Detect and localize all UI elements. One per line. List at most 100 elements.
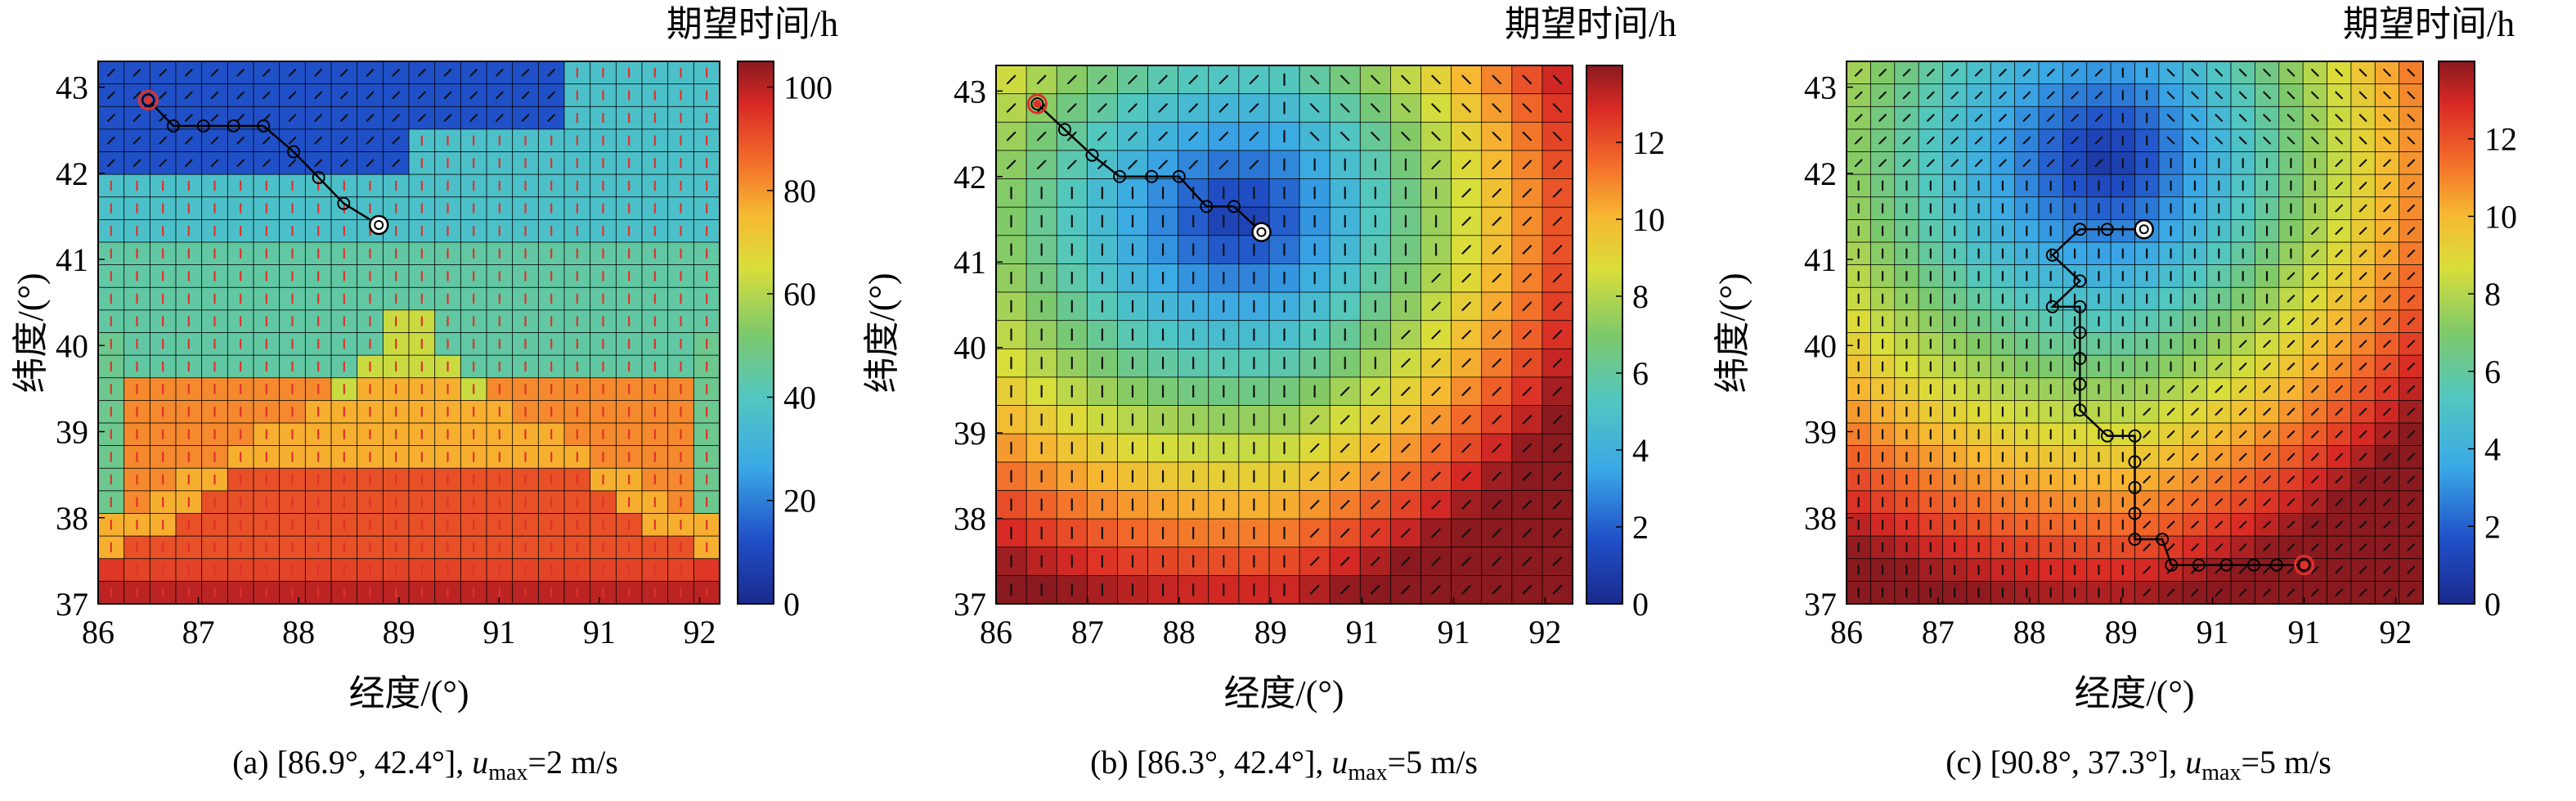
flow-arrow xyxy=(1249,160,1259,169)
route-waypoint xyxy=(2128,506,2142,520)
colorbar-tick-label: 4 xyxy=(2484,431,2501,468)
flow-arrow xyxy=(1340,131,1350,142)
flow-arrow xyxy=(159,136,167,145)
flow-arrow xyxy=(288,136,297,145)
flow-arrow xyxy=(2358,227,2367,235)
colorbar-title-a: 期望时间/h xyxy=(666,4,838,44)
flow-arrow xyxy=(2143,430,2151,439)
flow-arrow xyxy=(1492,103,1501,113)
flow-arrow xyxy=(2215,91,2224,100)
flow-arrow xyxy=(1461,500,1471,510)
flow-arrow xyxy=(2358,385,2367,394)
flow-arrow xyxy=(2238,543,2247,551)
flow-arrow xyxy=(2263,452,2271,461)
flow-arrow xyxy=(1552,216,1563,227)
flow-arrow xyxy=(1999,159,2007,168)
flow-arrow xyxy=(2383,272,2391,281)
flow-arrow xyxy=(2143,475,2151,484)
colorbar-tick-label: 60 xyxy=(783,276,816,313)
flow-arrow xyxy=(2407,204,2416,213)
flow-arrow xyxy=(1158,103,1168,113)
flow-arrow xyxy=(1974,159,1983,168)
heatmap-cell xyxy=(253,196,280,221)
flow-arrow xyxy=(1371,471,1380,481)
caption-c: (c) [90.8°, 37.3°], umax=5 m/s xyxy=(1945,744,2331,785)
flow-arrow xyxy=(2238,565,2247,574)
flow-arrow xyxy=(2215,430,2224,439)
x-tick-label: 92 xyxy=(2379,614,2412,650)
y-tick-label: 38 xyxy=(954,501,986,538)
y-tick-label: 38 xyxy=(1804,500,1837,537)
heatmap-cell xyxy=(2110,264,2136,288)
route-waypoint xyxy=(2073,299,2087,313)
goal-marker-inner xyxy=(1256,227,1267,237)
flow-arrow xyxy=(2166,520,2175,529)
flow-arrow xyxy=(1401,386,1411,397)
flow-arrow xyxy=(2335,385,2343,394)
flow-arrow xyxy=(1492,584,1501,595)
heatmap-cell xyxy=(2110,173,2136,198)
y-tick-label: 41 xyxy=(1804,241,1837,278)
flow-arrow xyxy=(2143,407,2151,416)
route-waypoint xyxy=(1172,169,1186,183)
flow-arrow xyxy=(2191,588,2199,596)
flow-arrow xyxy=(2407,362,2416,371)
flow-arrow xyxy=(2143,497,2151,506)
flow-arrow xyxy=(2311,340,2319,349)
flow-arrow xyxy=(2407,159,2416,168)
route-waypoint xyxy=(1113,169,1127,183)
flow-arrow xyxy=(2311,317,2319,326)
colorbar-tick-label: 6 xyxy=(1632,355,1649,392)
flow-arrow xyxy=(132,114,141,122)
goal-marker xyxy=(1251,222,1272,242)
colorbar-tick-label: 10 xyxy=(1632,201,1665,238)
heatmap-cell xyxy=(512,580,540,605)
flow-arrow xyxy=(1461,216,1471,227)
flow-arrow xyxy=(2191,407,2199,416)
flow-arrow xyxy=(1036,74,1047,85)
flow-arrow xyxy=(1309,500,1320,510)
flow-arrow xyxy=(2383,295,2391,303)
flow-arrow xyxy=(2358,204,2367,213)
flow-arrow xyxy=(2407,250,2416,258)
flow-arrow xyxy=(132,91,141,100)
flow-arrow xyxy=(2046,69,2055,77)
flow-arrow xyxy=(2407,317,2416,326)
flow-arrow xyxy=(1401,330,1411,340)
flow-arrow xyxy=(2358,520,2367,529)
flow-arrow xyxy=(2287,543,2296,551)
goal-marker xyxy=(2134,218,2154,240)
flow-arrow xyxy=(1006,131,1016,142)
colorbar-tick-label: 2 xyxy=(2484,508,2501,545)
flow-arrow xyxy=(288,69,297,77)
flow-arrow xyxy=(1431,301,1441,312)
flow-arrow xyxy=(2166,91,2175,100)
flow-arrow xyxy=(2215,543,2224,551)
arrow-field-b xyxy=(1006,73,1563,596)
axis-ticks-b: 86 87 88 89 91 91 92 37 38 39 40 41 42 43 xyxy=(954,73,1561,650)
flow-arrow xyxy=(1431,103,1441,113)
route-waypoint xyxy=(2128,455,2142,469)
flow-arrow xyxy=(1552,500,1563,510)
flow-arrow xyxy=(1188,160,1198,169)
flow-arrow xyxy=(1431,272,1441,283)
heatmap-cell xyxy=(2014,106,2040,130)
flow-arrow xyxy=(2238,136,2247,145)
flow-arrow xyxy=(1927,136,1935,145)
flow-arrow xyxy=(1340,74,1350,85)
y-tick-label: 42 xyxy=(1804,155,1837,192)
flow-arrow xyxy=(2071,114,2079,122)
flow-arrow xyxy=(2358,114,2367,122)
flow-arrow xyxy=(2263,136,2271,145)
flow-arrow xyxy=(2358,317,2367,326)
flow-arrow xyxy=(1218,103,1229,113)
heatmap-cells-a xyxy=(97,61,720,605)
flow-arrow xyxy=(1340,584,1350,595)
flow-arrow xyxy=(2263,114,2271,122)
heatmap-cell xyxy=(1025,348,1057,378)
flow-arrow xyxy=(1492,160,1501,169)
start-marker-dot xyxy=(1033,100,1042,108)
y-tick-label: 37 xyxy=(1804,586,1837,623)
flow-arrow xyxy=(547,91,555,100)
flow-arrow xyxy=(2335,588,2343,596)
